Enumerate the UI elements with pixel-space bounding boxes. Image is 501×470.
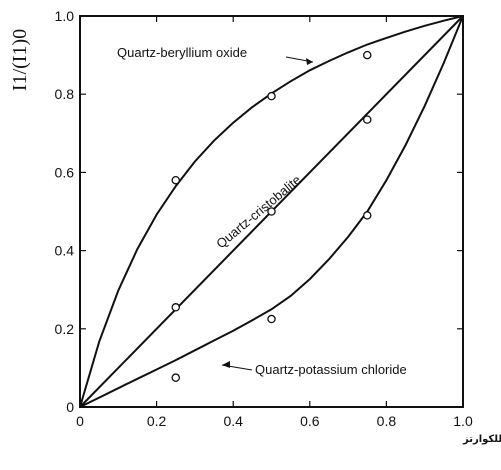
x-tick-label: 0.4 bbox=[223, 413, 243, 429]
leader-arrow-potassium bbox=[222, 361, 230, 368]
x-axis-label: النسبة الوزنية للكوارتز bbox=[462, 434, 501, 445]
y-tick-label: 0.4 bbox=[55, 243, 75, 259]
y-tick-label: 1.0 bbox=[55, 8, 75, 24]
data-point-quartz-cristobalite bbox=[267, 207, 276, 216]
series-label-quartz-beryllium-oxide: Quartz-beryllium oxide bbox=[117, 45, 247, 60]
y-tick-label: 0.8 bbox=[55, 86, 75, 102]
x-tick-label: 0 bbox=[76, 413, 84, 429]
data-point-quartz-cristobalite bbox=[171, 303, 180, 312]
y-tick-label: 0.6 bbox=[55, 164, 75, 180]
x-tick-label: 1.0 bbox=[453, 413, 473, 429]
plot-area: 00 0.2 0.2 0.4 0.4 0.6 0.6 0.8 0.8 1.0 1.0 bbox=[55, 8, 473, 429]
plot-frame bbox=[79, 15, 464, 408]
data-point-quartz-beryllium-oxide bbox=[171, 175, 180, 185]
data-point-quartz-potassium-chloride bbox=[267, 314, 276, 324]
data-point-quartz-beryllium-oxide bbox=[267, 91, 276, 101]
y-tick-label: 0 bbox=[66, 399, 74, 415]
series-label-quartz-potassium-chloride: Quartz-potassium chloride bbox=[255, 362, 407, 377]
data-point-quartz-potassium-chloride bbox=[171, 373, 180, 382]
x-tick-label: 0.6 bbox=[300, 413, 320, 429]
series-label-quartz-cristobalite: Quartz-cristobalite bbox=[213, 172, 303, 251]
data-point-quartz-cristobalite bbox=[362, 115, 372, 124]
data-point-quartz-potassium-chloride bbox=[362, 211, 372, 220]
series-line-quartz-potassium-chloride bbox=[79, 15, 464, 408]
y-axis-label: I1/(I1)0 bbox=[9, 29, 31, 91]
x-tick-label: 0.8 bbox=[377, 413, 397, 429]
data-point-quartz-beryllium-oxide bbox=[362, 50, 372, 60]
x-tick-label: 0.2 bbox=[147, 413, 167, 429]
y-tick-label: 0.2 bbox=[55, 321, 75, 337]
leader-arrow-beryllium bbox=[306, 58, 313, 65]
